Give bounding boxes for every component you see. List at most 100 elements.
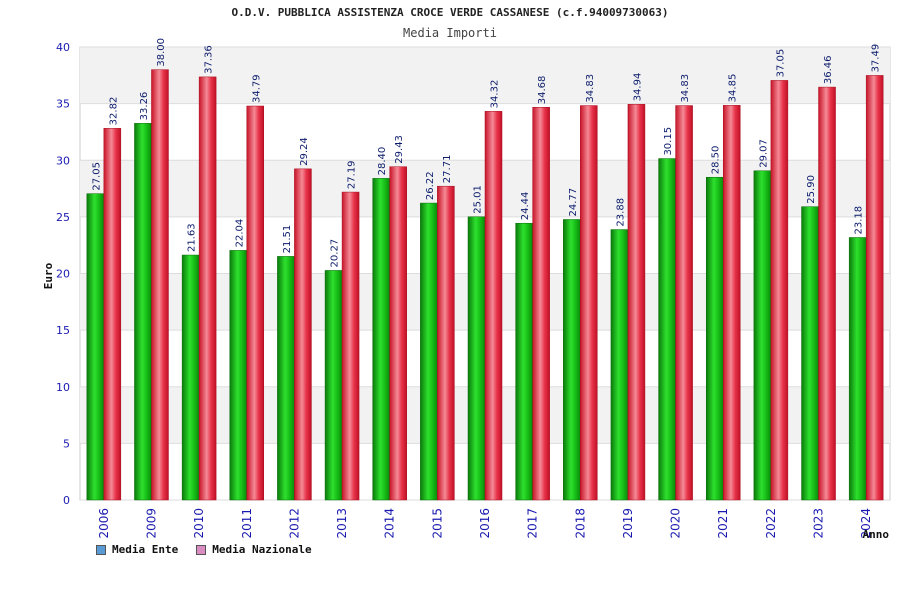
legend-label-ente: Media Ente [112, 543, 179, 556]
y-tick-label: 25 [56, 211, 70, 224]
legend-item-ente: Media Ente [96, 543, 178, 556]
data-label-media-ente: 30.15 [663, 127, 674, 156]
bar-media-nazionale [389, 166, 407, 501]
bar-media-ente [324, 270, 343, 501]
data-label-media-ente: 29.07 [758, 139, 769, 168]
data-label-media-nazionale: 34.68 [537, 76, 548, 105]
bar-media-nazionale [246, 105, 265, 501]
y-tick-label: 40 [56, 41, 70, 54]
data-label-media-ente: 23.88 [615, 198, 626, 227]
data-label-media-ente: 23.18 [854, 206, 865, 235]
bar-media-nazionale [818, 86, 836, 501]
bar-media-nazionale [341, 191, 360, 501]
data-label-media-nazionale: 37.49 [871, 44, 882, 73]
y-tick-label: 30 [56, 154, 70, 167]
data-label-media-nazionale: 29.24 [299, 137, 310, 166]
data-label-media-nazionale: 37.05 [775, 49, 786, 78]
bar-media-nazionale [722, 105, 741, 501]
data-label-media-ente: 21.63 [187, 223, 198, 252]
data-label-media-nazionale: 34.32 [490, 80, 501, 109]
data-label-media-nazionale: 34.79 [251, 74, 262, 103]
x-axis-label: Anno [863, 528, 890, 541]
data-label-media-ente: 22.04 [234, 219, 245, 248]
data-label-media-nazionale: 34.85 [728, 74, 739, 103]
data-label-media-ente: 28.50 [711, 146, 722, 175]
data-label-media-nazionale: 36.46 [823, 55, 834, 84]
y-tick-label: 0 [63, 494, 70, 507]
bar-media-nazionale [627, 104, 646, 501]
bar-media-ente [134, 123, 152, 501]
bar-media-ente [610, 229, 629, 501]
bar-media-nazionale [770, 80, 789, 501]
bar-media-ente [563, 219, 581, 501]
x-tick-label: 2021 [716, 508, 730, 539]
data-label-media-nazionale: 38.00 [156, 38, 167, 67]
legend-swatch-nazionale [196, 544, 207, 555]
x-tick-label: 2020 [669, 508, 683, 539]
y-tick-label: 20 [56, 268, 70, 281]
bar-media-ente [753, 170, 772, 501]
bar-media-ente [467, 216, 486, 501]
x-tick-label: 2019 [621, 508, 635, 539]
x-tick-label: 2012 [287, 508, 301, 539]
y-tick-label: 15 [56, 324, 70, 337]
legend: Media Ente Media Nazionale [96, 543, 312, 556]
bar-media-ente [86, 193, 105, 501]
data-label-media-ente: 24.44 [520, 192, 531, 221]
data-label-media-ente: 28.40 [377, 147, 388, 176]
x-tick-label: 2006 [97, 508, 111, 539]
legend-item-nazionale: Media Nazionale [196, 543, 312, 556]
x-tick-label: 2013 [335, 508, 349, 539]
bar-media-nazionale [294, 168, 312, 501]
bar-media-ente [181, 254, 200, 501]
chart-subtitle: Media Importi [403, 26, 497, 40]
bar-media-nazionale [675, 105, 693, 501]
data-label-media-ente: 24.77 [568, 188, 579, 217]
data-label-media-nazionale: 27.71 [442, 155, 453, 184]
data-label-media-nazionale: 27.19 [347, 160, 358, 189]
data-label-media-ente: 25.01 [473, 185, 484, 214]
x-tick-label: 2011 [240, 508, 254, 539]
y-tick-label: 35 [56, 98, 70, 111]
bar-media-ente [515, 222, 533, 501]
data-label-media-nazionale: 34.83 [680, 74, 691, 103]
x-tick-label: 2016 [478, 508, 492, 539]
chart-title: O.D.V. PUBBLICA ASSISTENZA CROCE VERDE C… [231, 6, 669, 19]
bar-media-ente [848, 237, 867, 501]
data-label-media-ente: 20.27 [330, 239, 341, 268]
bar-media-ente [658, 158, 676, 501]
bar-media-nazionale [151, 69, 169, 501]
data-label-media-nazionale: 29.43 [394, 135, 405, 164]
x-tick-label: 2010 [192, 508, 206, 539]
bar-media-nazionale [103, 128, 122, 501]
y-tick-label: 10 [56, 381, 70, 394]
bar-media-ente [277, 256, 295, 501]
bar-media-nazionale [198, 76, 217, 501]
x-tick-label: 2015 [430, 508, 444, 539]
x-tick-label: 2018 [573, 508, 587, 539]
x-tick-label: 2022 [764, 508, 778, 539]
bar-media-nazionale [437, 185, 455, 501]
data-label-media-ente: 27.05 [91, 162, 102, 191]
bar-media-ente [372, 178, 390, 501]
legend-label-nazionale: Media Nazionale [212, 543, 312, 556]
data-label-media-ente: 26.22 [425, 171, 436, 200]
data-label-media-ente: 33.26 [139, 92, 150, 121]
bar-media-nazionale [484, 111, 503, 501]
x-tick-label: 2017 [526, 508, 540, 539]
data-label-media-nazionale: 37.36 [204, 45, 215, 74]
legend-swatch-ente [96, 544, 106, 555]
y-tick-label: 5 [63, 437, 70, 450]
data-label-media-ente: 25.90 [806, 175, 817, 204]
x-tick-label: 2024 [859, 508, 873, 539]
x-tick-label: 2014 [383, 508, 397, 539]
bar-media-nazionale [580, 105, 598, 501]
x-tick-label: 2009 [144, 508, 158, 539]
bar-media-ente [420, 202, 438, 501]
bar-media-nazionale [532, 106, 550, 501]
data-label-media-nazionale: 34.83 [585, 74, 596, 103]
bar-media-nazionale [865, 75, 884, 501]
data-label-media-ente: 21.51 [282, 225, 293, 254]
x-tick-label: 2023 [812, 508, 826, 539]
